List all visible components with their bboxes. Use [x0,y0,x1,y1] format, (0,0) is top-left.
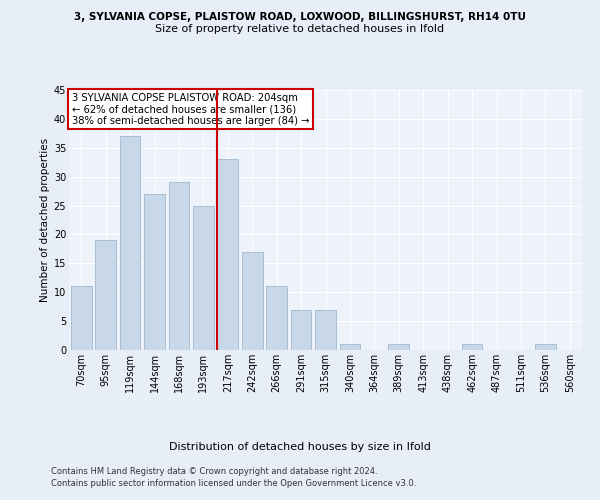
Text: 3, SYLVANIA COPSE, PLAISTOW ROAD, LOXWOOD, BILLINGSHURST, RH14 0TU: 3, SYLVANIA COPSE, PLAISTOW ROAD, LOXWOO… [74,12,526,22]
Bar [119,136,140,350]
Text: Distribution of detached houses by size in Ifold: Distribution of detached houses by size … [169,442,431,452]
Bar [95,240,116,350]
Bar [340,344,361,350]
Bar [144,194,165,350]
Bar [71,286,92,350]
Y-axis label: Number of detached properties: Number of detached properties [40,138,50,302]
Bar [193,206,214,350]
Text: 3 SYLVANIA COPSE PLAISTOW ROAD: 204sqm
← 62% of detached houses are smaller (136: 3 SYLVANIA COPSE PLAISTOW ROAD: 204sqm ←… [71,92,309,126]
Bar [388,344,409,350]
Bar [266,286,287,350]
Bar [315,310,336,350]
Bar [217,160,238,350]
Bar [169,182,190,350]
Text: Contains public sector information licensed under the Open Government Licence v3: Contains public sector information licen… [51,479,416,488]
Text: Contains HM Land Registry data © Crown copyright and database right 2024.: Contains HM Land Registry data © Crown c… [51,468,377,476]
Bar [535,344,556,350]
Bar [290,310,311,350]
Text: Size of property relative to detached houses in Ifold: Size of property relative to detached ho… [155,24,445,34]
Bar [461,344,482,350]
Bar [242,252,263,350]
